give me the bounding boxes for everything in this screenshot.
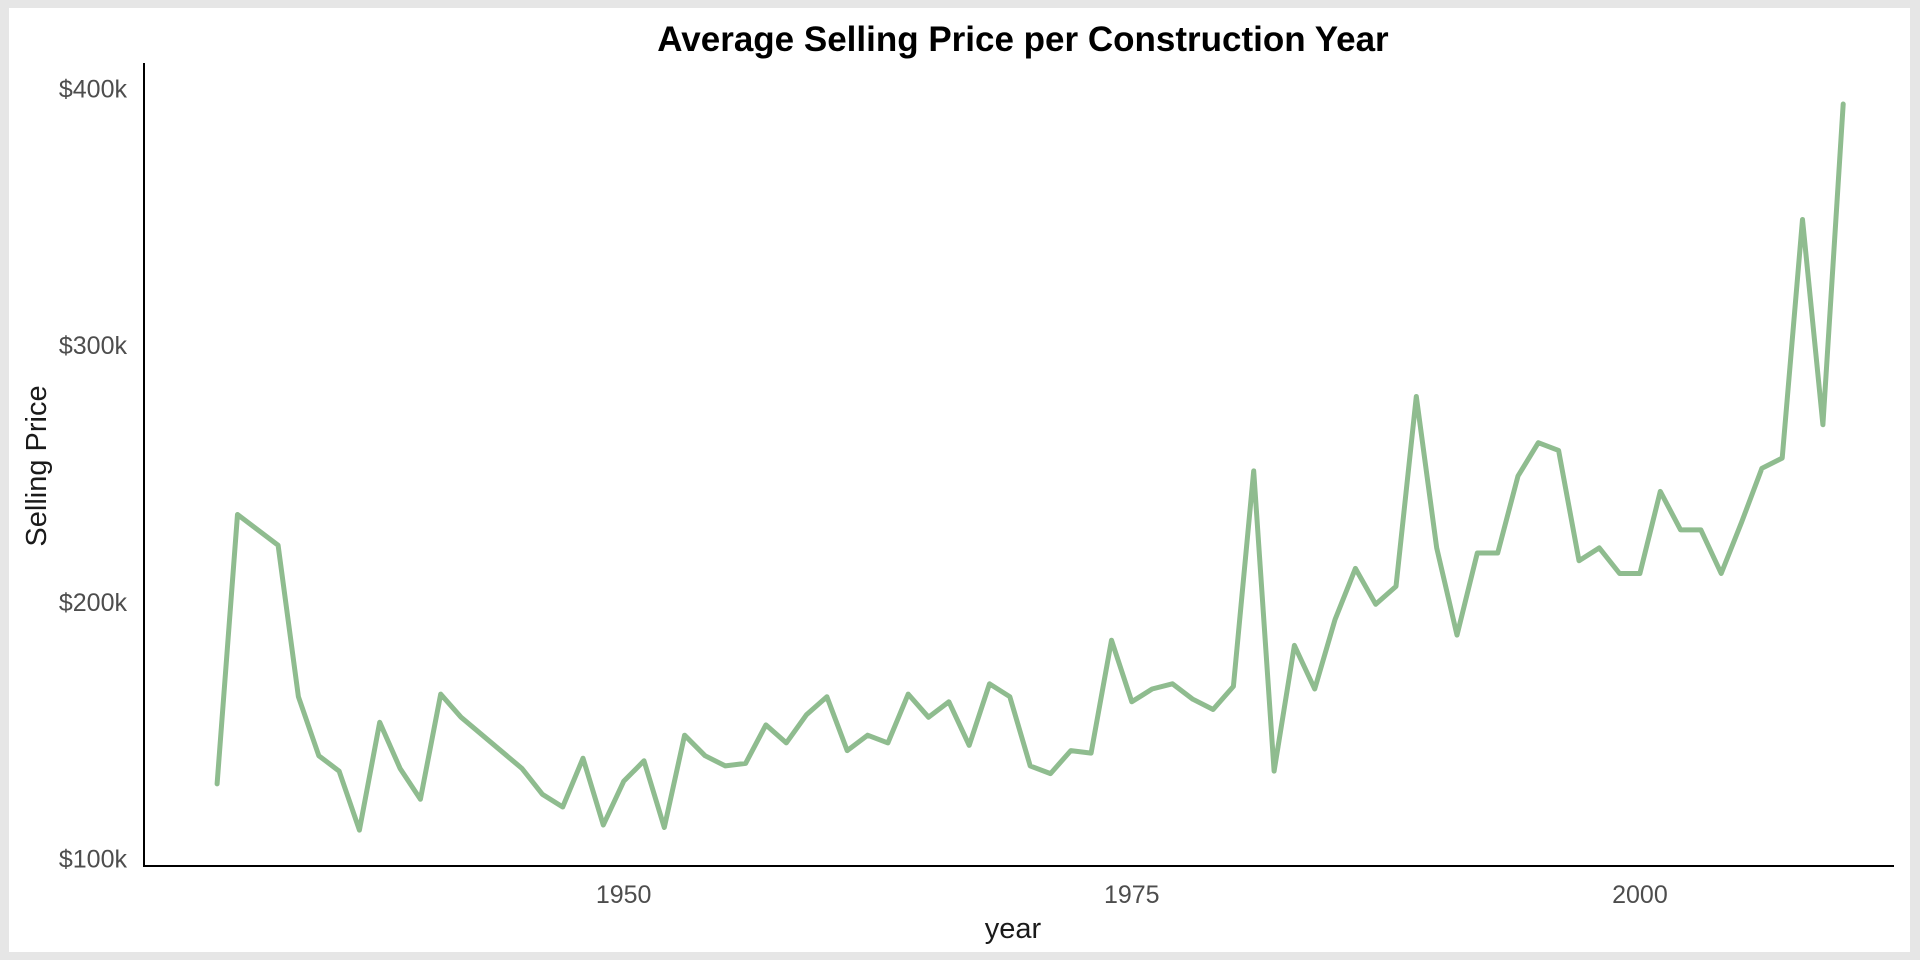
- y-axis-ticks: $100k $200k $300k $400k: [59, 76, 128, 874]
- y-axis-title: Selling Price: [21, 385, 53, 546]
- y-tick-label: $400k: [59, 76, 128, 104]
- selling-price-series-line: [214, 101, 1846, 833]
- y-tick-label: $300k: [59, 332, 128, 360]
- line-chart: Average Selling Price per Construction Y…: [21, 20, 1894, 945]
- x-tick-label: 1975: [1104, 881, 1160, 909]
- x-tick-label: 1950: [596, 881, 652, 909]
- y-tick-label: $200k: [59, 589, 128, 617]
- chart-title: Average Selling Price per Construction Y…: [657, 20, 1389, 59]
- x-axis-ticks: 1950 1975 2000: [596, 881, 1668, 909]
- x-tick-label: 2000: [1612, 881, 1668, 909]
- x-axis-title: year: [985, 913, 1042, 945]
- chart-panel: Average Selling Price per Construction Y…: [9, 8, 1910, 952]
- y-tick-label: $100k: [59, 845, 128, 873]
